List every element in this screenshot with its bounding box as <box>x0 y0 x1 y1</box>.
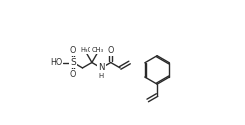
Text: HO: HO <box>50 58 62 67</box>
Text: O: O <box>70 70 76 79</box>
Text: O: O <box>108 46 114 55</box>
Text: N: N <box>98 64 105 72</box>
Text: S: S <box>70 58 76 67</box>
Text: O: O <box>70 46 76 55</box>
Text: H: H <box>99 73 104 79</box>
Text: CH₃: CH₃ <box>91 47 103 53</box>
Text: H₃C: H₃C <box>80 47 93 53</box>
